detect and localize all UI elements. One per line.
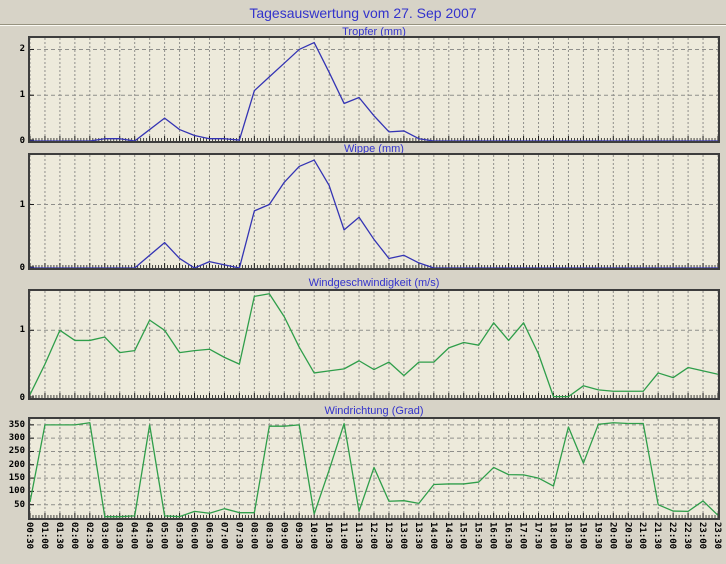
title-separator: [0, 24, 726, 26]
x-tick-label: 11:30: [353, 522, 364, 550]
x-tick-label: 18:30: [562, 522, 573, 550]
x-tick-label: 12:00: [368, 522, 378, 550]
x-tick-label: 07:00: [218, 522, 229, 550]
x-tick-label: 08:30: [263, 522, 274, 550]
y-tick-label: 50: [14, 499, 25, 510]
x-tick-label: 23:30: [712, 522, 722, 550]
x-tick-label: 03:00: [98, 522, 109, 550]
x-tick-label: 07:30: [233, 522, 244, 550]
x-tick-label: 09:00: [278, 522, 289, 550]
x-tick-label: 03:30: [113, 522, 124, 550]
x-tick-label: 01:30: [53, 522, 64, 550]
x-tick-label: 04:00: [128, 522, 139, 550]
x-tick-label: 20:30: [622, 522, 633, 550]
x-tick-label: 05:00: [158, 522, 169, 550]
x-tick-label: 01:00: [38, 522, 49, 550]
x-tick-label: 05:30: [173, 522, 184, 550]
x-tick-label: 22:00: [667, 522, 678, 550]
x-tick-label: 17:00: [517, 522, 528, 550]
x-tick-label: 06:00: [188, 522, 199, 550]
x-tick-label: 10:30: [323, 522, 334, 550]
x-tick-label: 19:00: [577, 522, 588, 550]
x-tick-label: 23:00: [697, 522, 708, 550]
y-tick-label: 1: [19, 325, 25, 336]
y-tick-label: 0: [19, 136, 25, 146]
x-tick-label: 02:30: [83, 522, 94, 550]
x-tick-label: 12:30: [382, 522, 393, 550]
x-tick-label: 15:30: [472, 522, 483, 550]
y-tick-label: 200: [8, 459, 25, 470]
page-title: Tagesauswertung vom 27. Sep 2007: [249, 5, 477, 21]
x-tick-label: 19:30: [592, 522, 603, 550]
chart-title-2: Wippe (mm): [344, 143, 404, 155]
chart-title-3: Windgeschwindigkeit (m/s): [308, 277, 440, 289]
x-tick-label: 14:00: [427, 522, 438, 550]
x-tick-label: 10:00: [308, 522, 319, 550]
x-axis-labels: 00:30 01:00 01:30 02:00 02:30 03:00 03:30 04:00…: [0, 522, 726, 564]
x-tick-label: 13:30: [412, 522, 423, 550]
x-tick-label: 20:00: [607, 522, 618, 550]
y-tick-label: 0: [19, 393, 25, 403]
x-tick-label: 02:00: [68, 522, 79, 550]
y-tick-label: 1: [19, 199, 25, 210]
x-tick-label: 22:30: [682, 522, 693, 550]
x-tick-label: 16:30: [502, 522, 513, 550]
chart-plot-2: [28, 153, 720, 270]
y-tick-label: 1: [19, 90, 25, 101]
x-tick-label: 14:30: [442, 522, 453, 550]
y-tick-label: 300: [8, 433, 25, 444]
x-tick-label: 11:00: [338, 522, 349, 550]
chart-plot-1: [28, 36, 720, 143]
y-tick-label: 2: [19, 44, 25, 55]
x-tick-label: 09:30: [293, 522, 304, 550]
y-tick-label: 250: [8, 446, 25, 457]
y-tick-label: 350: [8, 419, 25, 430]
chart-title-4: Windrichtung (Grad): [324, 405, 424, 417]
x-tick-label: 06:30: [203, 522, 214, 550]
x-tick-label: 21:30: [652, 522, 663, 550]
x-tick-label: 15:00: [457, 522, 468, 550]
x-tick-label: 13:00: [397, 522, 408, 550]
y-tick-label: 100: [8, 486, 25, 497]
chart-title-1: Tropfer (mm): [342, 26, 406, 38]
chart-plot-3: [28, 289, 720, 400]
x-tick-label: 04:30: [143, 522, 154, 550]
x-tick-label: 18:00: [547, 522, 558, 550]
x-tick-label: 08:00: [248, 522, 259, 550]
x-tick-label: 21:00: [637, 522, 648, 550]
x-tick-label: 17:30: [532, 522, 543, 550]
y-tick-label: 150: [8, 473, 25, 484]
x-tick-label: 00:30: [24, 522, 34, 550]
y-tick-label: 0: [19, 263, 25, 273]
x-tick-label: 16:00: [487, 522, 498, 550]
chart-plot-4: [28, 417, 720, 520]
